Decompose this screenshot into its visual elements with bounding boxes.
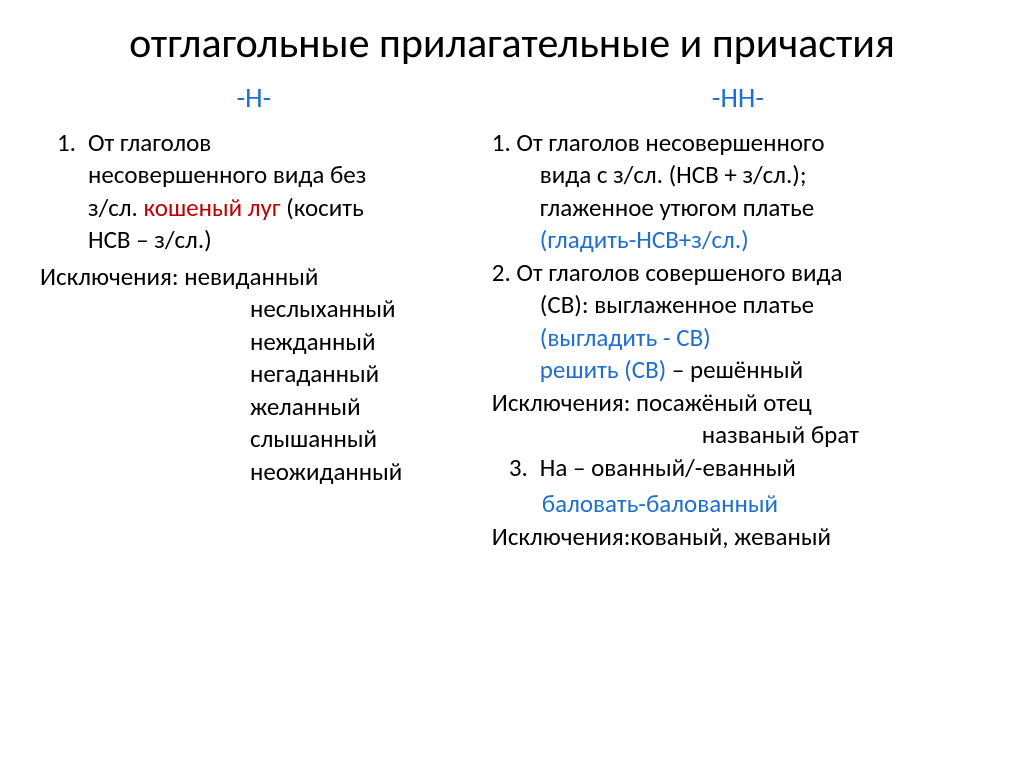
left-exc6: слышанный (40, 423, 468, 456)
slide-title: отглагольные прилагательные и причастия (40, 20, 984, 68)
right-exc-l1: Исключения: посажёный отец (492, 387, 984, 420)
left-item-1-text: От глаголов несовершенного вида без з/сл… (88, 127, 468, 257)
left-column: -Н- 1. От глаголов несовершенного вида б… (40, 80, 468, 553)
left-i1-l4: НСВ – з/сл.) (88, 224, 212, 255)
right-i2-l4-wrap: решить (СВ) – решённый (492, 354, 984, 387)
left-i1-l3a: з/сл. (88, 192, 144, 223)
left-i1-l2: несовершенного вида без (88, 159, 366, 190)
right-header: -НН- (492, 80, 984, 116)
left-item-1-num: 1. (40, 127, 88, 257)
right-i3-num: 3. (492, 452, 540, 485)
right-i2-l4-blue: решить (СВ) (540, 354, 666, 385)
left-header: -Н- (40, 80, 468, 116)
right-i2-l2: (СВ): выглаженное платье (492, 289, 984, 322)
slide-root: отглагольные прилагательные и причастия … (0, 0, 1024, 767)
left-i1-l1: От глаголов (88, 127, 211, 158)
left-exc4: негаданный (40, 358, 468, 391)
left-i1-l3b: (косить (281, 192, 364, 223)
right-i2-l4b: – решённый (666, 354, 803, 385)
left-exc3: нежданный (40, 326, 468, 359)
left-exc7: неожиданный (40, 456, 468, 489)
right-item-3: 3. На – ованный/-еванный (492, 452, 984, 485)
right-i1-l4: (гладить-НСВ+з/сл.) (492, 224, 984, 257)
right-exc2-l1: Исключения:кованый, жеваный (492, 521, 984, 554)
left-exceptions-line: Исключения: невиданный (40, 261, 468, 294)
left-item-1: 1. От глаголов несовершенного вида без з… (40, 127, 468, 257)
right-exc-l2: названый брат (492, 419, 984, 452)
right-i3-l1: На – ованный/-еванный (540, 452, 984, 485)
right-i1-l2: вида с з/сл. (НСВ + з/сл.); (492, 159, 984, 192)
right-i2-l3: (выгладить - СВ) (492, 322, 984, 355)
left-exc1: невиданный (184, 261, 318, 292)
right-i2-l1: 2. От глаголов совершеного вида (492, 257, 984, 290)
left-exc2: неслыханный (40, 293, 468, 326)
right-i3-l2: баловать-балованный (492, 488, 984, 521)
right-column: -НН- 1. От глаголов несовершенного вида … (492, 80, 984, 553)
columns: -Н- 1. От глаголов несовершенного вида б… (40, 80, 984, 553)
right-i1-l1: 1. От глаголов несовершенного (492, 127, 984, 160)
right-i1-l3: глаженное утюгом платье (492, 192, 984, 225)
left-exc-label: Исключения: (40, 261, 184, 292)
left-exc5: желанный (40, 391, 468, 424)
left-i1-l3-red: кошеный луг (144, 192, 281, 223)
